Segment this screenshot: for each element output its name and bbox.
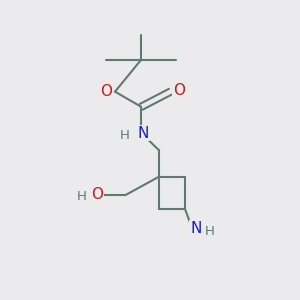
Text: H: H xyxy=(119,130,129,142)
Text: N: N xyxy=(190,221,202,236)
Text: O: O xyxy=(100,84,112,99)
Text: N: N xyxy=(138,126,149,141)
Text: O: O xyxy=(173,83,185,98)
Text: O: O xyxy=(91,187,103,202)
Text: H: H xyxy=(77,190,87,203)
Text: H: H xyxy=(204,225,214,238)
